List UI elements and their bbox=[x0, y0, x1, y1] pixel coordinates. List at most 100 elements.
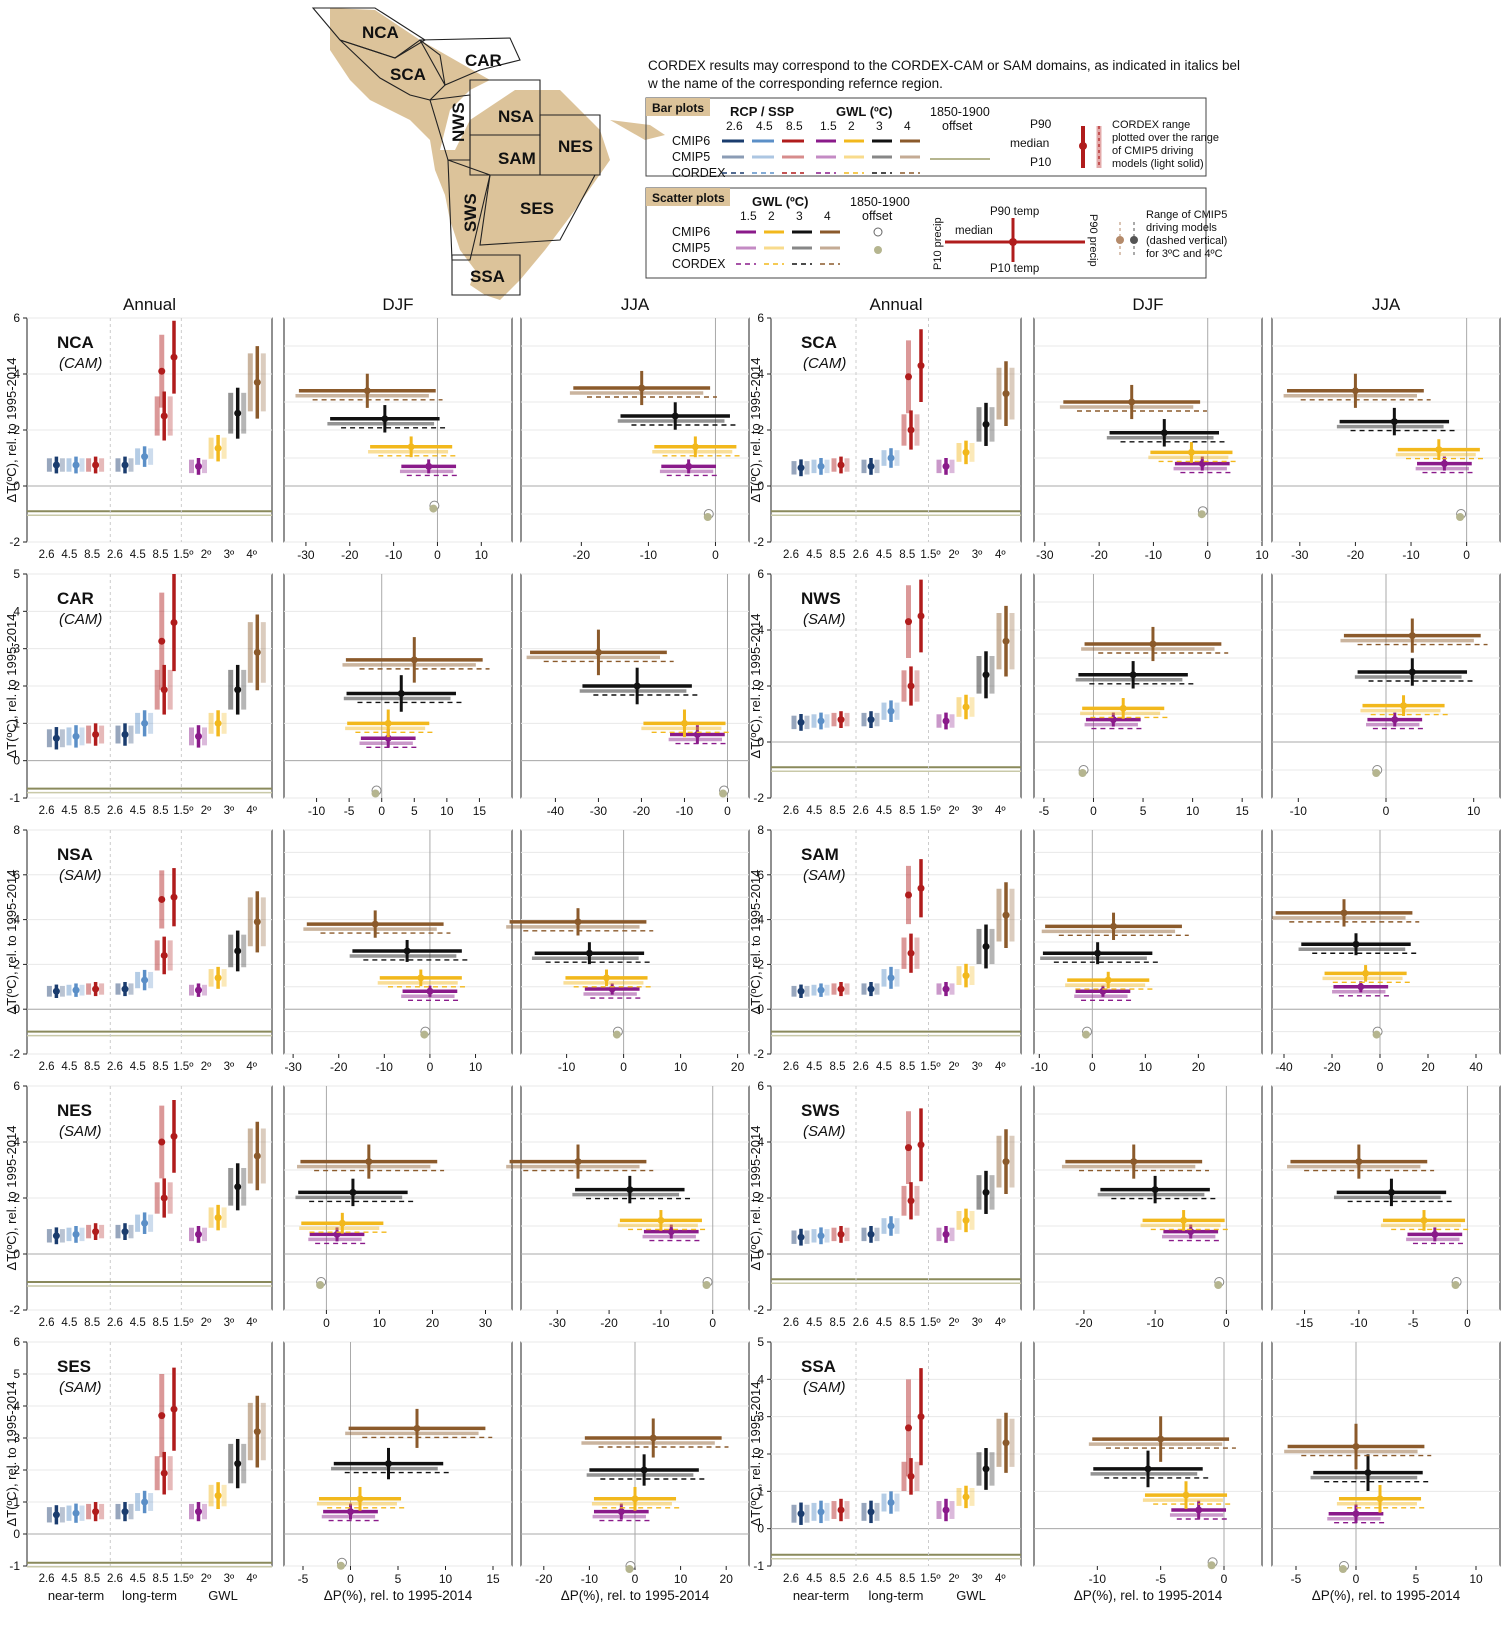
legend-bar-title-bg bbox=[646, 98, 710, 116]
scatter-median-dot bbox=[347, 1508, 354, 1516]
scatter-median-dot bbox=[384, 719, 392, 727]
bar-x-tick-label: 3º bbox=[224, 1573, 235, 1585]
bar-median-dot bbox=[141, 1219, 149, 1227]
y-tick-label: -2 bbox=[753, 1303, 764, 1317]
bar-median-dot bbox=[160, 1469, 168, 1477]
y-tick-label: 0 bbox=[757, 479, 764, 493]
panel-annual-nca: -2 0 2 4 6 NCA (CAM) 2.6 4.5 8.5 2.6 4.5 8.5 1.5º 2º 3º… bbox=[9, 311, 273, 561]
bar-x-tick-label: 3º bbox=[224, 1061, 235, 1073]
scatter-offset-filled bbox=[1214, 1281, 1223, 1289]
bar-median-dot bbox=[214, 1214, 222, 1222]
scatter-offset-filled bbox=[1372, 769, 1381, 777]
bar-x-tick-label: 2º bbox=[201, 1573, 212, 1585]
bar-x-tick-label: 1.5º bbox=[920, 1317, 941, 1329]
bar-median-dot bbox=[887, 974, 895, 982]
scatter-median-dot bbox=[426, 987, 434, 995]
bar-x-tick-label: 4.5 bbox=[806, 805, 822, 817]
x-tick-label: -15 bbox=[1296, 1316, 1314, 1330]
y-tick-label: -2 bbox=[753, 1047, 764, 1061]
bar-median-dot bbox=[121, 1228, 129, 1236]
legend-rcp-tick: 8.5 bbox=[786, 119, 803, 133]
bar-group-label: GWL bbox=[956, 1588, 986, 1603]
rcp85-median-dot bbox=[905, 1144, 912, 1152]
bar-x-tick-label: 2.6 bbox=[107, 1317, 123, 1329]
y-tick-label: 4 bbox=[757, 913, 764, 927]
bar-median-dot bbox=[160, 412, 168, 420]
scatter-median-dot bbox=[631, 1495, 639, 1503]
y-tick-label: 0 bbox=[757, 1247, 764, 1261]
rcp85-median-dot bbox=[905, 1424, 912, 1432]
region-domain: (SAM) bbox=[803, 867, 846, 884]
bar-median-dot bbox=[837, 1230, 845, 1238]
bar-x-tick-label: 4º bbox=[246, 549, 257, 561]
region-domain: (SAM) bbox=[59, 1123, 102, 1140]
legend-scatter-gwl-tick: 4 bbox=[824, 209, 831, 223]
rcp85-median-dot bbox=[170, 1405, 178, 1413]
x-tick-label: 10 bbox=[475, 548, 489, 562]
legend-scatter-note: driving models bbox=[1146, 222, 1217, 234]
y-tick-label: 4 bbox=[13, 1135, 20, 1149]
legend-scatter-title: Scatter plots bbox=[652, 191, 725, 205]
bar-x-tick-label: 1.5º bbox=[173, 549, 194, 561]
scatter-median-dot bbox=[1160, 429, 1168, 437]
x-tick-label: -10 bbox=[558, 1060, 576, 1074]
bar-median-dot bbox=[867, 716, 875, 724]
y-tick-label: 6 bbox=[757, 1079, 764, 1093]
x-tick-label: -10 bbox=[1089, 1572, 1107, 1586]
x-tick-label: 20 bbox=[720, 1572, 734, 1586]
bar-median-dot bbox=[92, 1228, 100, 1236]
bar-median-dot bbox=[837, 716, 845, 724]
bar-median-dot bbox=[72, 1509, 80, 1517]
legend-scatter-row-label: CORDEX bbox=[672, 257, 726, 271]
y-axis-label: ΔT(ºC), rel. to 1995-2014 bbox=[748, 1382, 763, 1527]
bar-x-tick-label: 8.5 bbox=[830, 549, 846, 561]
y-axis-label: ΔT(ºC), rel. to 1995-2014 bbox=[4, 1382, 19, 1527]
panel-djf-sca: -30 -20 -10 0 10 bbox=[1033, 317, 1269, 562]
scatter-median-dot bbox=[403, 947, 411, 955]
bar-x-tick-label: 1.5º bbox=[920, 805, 941, 817]
x-tick-label: -10 bbox=[1145, 548, 1163, 562]
x-tick-label: 10 bbox=[1186, 804, 1200, 818]
bar-median-dot bbox=[817, 462, 825, 470]
y-tick-label: 0 bbox=[13, 479, 20, 493]
bar-x-tick-label: 8.5 bbox=[899, 1061, 915, 1073]
x-tick-label: -10 bbox=[1402, 548, 1420, 562]
scatter-median-dot bbox=[1104, 976, 1112, 984]
y-tick-label: -2 bbox=[753, 791, 764, 805]
scatter-median-dot bbox=[338, 1219, 346, 1227]
legend-scatter-box bbox=[645, 187, 1207, 279]
bar-median-dot bbox=[141, 976, 149, 984]
x-tick-label: -10 bbox=[1146, 1316, 1164, 1330]
map-region-label: NWS bbox=[449, 102, 468, 142]
legend-offset-label: offset bbox=[942, 119, 973, 133]
bar-x-tick-label: 4.5 bbox=[876, 1061, 892, 1073]
legend-cross-p10-temp: P10 temp bbox=[990, 263, 1039, 275]
bar-median-dot bbox=[867, 1230, 875, 1238]
column-header: Annual bbox=[870, 295, 923, 314]
y-tick-label: 8 bbox=[757, 823, 764, 837]
bar-median-dot bbox=[234, 947, 242, 955]
scatter-median-dot bbox=[1149, 640, 1157, 648]
bar-x-tick-label: 2.6 bbox=[853, 1061, 869, 1073]
bar-x-tick-label: 2º bbox=[201, 549, 212, 561]
bar-median-dot bbox=[234, 1183, 242, 1191]
legend-scatter-note: Range of CMIP5 bbox=[1146, 209, 1227, 221]
x-tick-label: -40 bbox=[547, 804, 565, 818]
scatter-offset-filled bbox=[429, 504, 438, 513]
map-region-outline-nes bbox=[539, 114, 601, 176]
legend-gwl-tick: 4 bbox=[904, 119, 911, 133]
scatter-offset-filled bbox=[1451, 1281, 1460, 1289]
bar-x-tick-label: 1.5º bbox=[920, 549, 941, 561]
panel-annual-sws: -2 0 2 4 6 SWS (SAM) 2.6 4.5 8.5 2.6 4.5 8.5 1.5º 2º 3º… bbox=[753, 1079, 1022, 1329]
rcp85-median-dot bbox=[158, 1138, 166, 1146]
bar-median-dot bbox=[72, 1230, 80, 1238]
bar-median-dot bbox=[907, 1197, 915, 1205]
scatter-median-dot bbox=[1364, 1469, 1372, 1477]
map-region-label: NCA bbox=[362, 23, 399, 42]
scatter-median-dot bbox=[356, 1495, 364, 1503]
rcp85-median-dot bbox=[905, 373, 912, 381]
panel-jja-nsa: -10 0 10 20 bbox=[506, 829, 750, 1074]
scatter-median-dot bbox=[1362, 969, 1370, 977]
y-tick-label: 3 bbox=[13, 642, 20, 656]
bar-x-tick-label: 2.6 bbox=[39, 805, 55, 817]
